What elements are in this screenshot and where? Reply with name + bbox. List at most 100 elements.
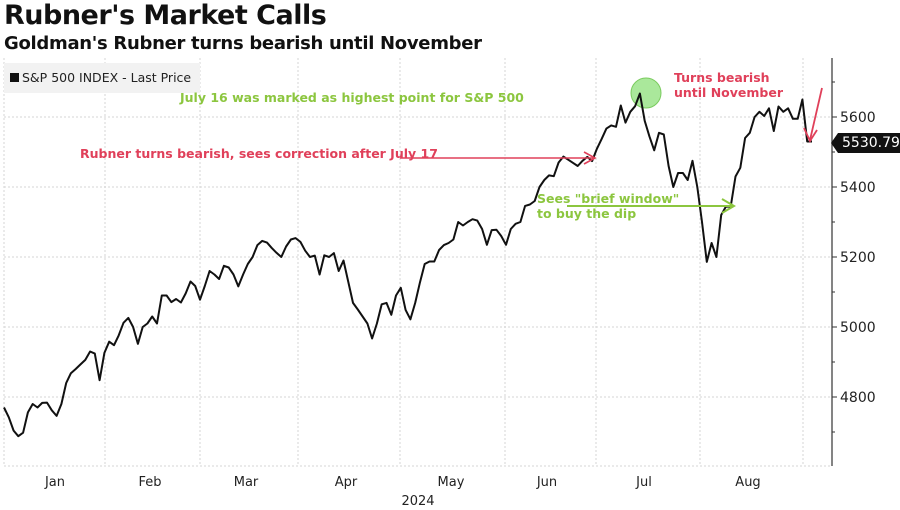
y-tick-label: 5400 bbox=[840, 180, 876, 196]
data-point bbox=[333, 253, 334, 254]
annotation-turns-bearish-1: Turns bearish bbox=[674, 70, 770, 85]
data-point bbox=[788, 108, 789, 109]
data-point bbox=[510, 229, 511, 230]
data-point bbox=[18, 436, 19, 437]
x-tick-label: Jun bbox=[536, 475, 557, 490]
data-point bbox=[243, 274, 244, 275]
data-point bbox=[94, 353, 95, 354]
bearish-arrow-head-icon bbox=[583, 151, 597, 165]
data-point bbox=[204, 286, 205, 287]
data-point bbox=[462, 225, 463, 226]
data-point bbox=[70, 373, 71, 374]
data-point bbox=[32, 404, 33, 405]
data-point bbox=[620, 105, 621, 106]
legend: S&P 500 INDEX - Last Price bbox=[4, 63, 200, 93]
data-point bbox=[262, 240, 263, 241]
data-point bbox=[27, 412, 28, 413]
data-point bbox=[290, 239, 291, 240]
data-point bbox=[113, 345, 114, 346]
data-point bbox=[529, 204, 530, 205]
buy-dip-arrow-head-icon bbox=[721, 198, 736, 214]
data-point bbox=[596, 148, 597, 149]
data-point bbox=[266, 242, 267, 243]
data-point bbox=[56, 415, 57, 416]
data-point bbox=[692, 160, 693, 161]
data-point bbox=[137, 343, 138, 344]
data-point bbox=[214, 274, 215, 275]
data-point bbox=[639, 93, 640, 94]
data-point bbox=[582, 160, 583, 161]
data-point bbox=[592, 161, 593, 162]
data-point bbox=[381, 304, 382, 305]
data-point bbox=[305, 250, 306, 251]
data-point bbox=[778, 106, 779, 107]
data-point bbox=[118, 335, 119, 336]
data-point bbox=[176, 299, 177, 300]
x-tick-label: Mar bbox=[234, 475, 259, 490]
data-point bbox=[128, 317, 129, 318]
data-point bbox=[553, 176, 554, 177]
data-point bbox=[749, 132, 750, 133]
data-point bbox=[659, 132, 660, 133]
data-point bbox=[754, 117, 755, 118]
y-tick-label: 4800 bbox=[840, 390, 876, 406]
data-point bbox=[802, 99, 803, 100]
data-point bbox=[142, 327, 143, 328]
data-point bbox=[85, 359, 86, 360]
data-point bbox=[443, 245, 444, 246]
data-point bbox=[649, 136, 650, 137]
data-point bbox=[133, 327, 134, 328]
data-point bbox=[668, 166, 669, 167]
chart-subtitle: Goldman's Rubner turns bearish until Nov… bbox=[4, 33, 482, 54]
data-point bbox=[8, 417, 9, 418]
y-tick-label: 5600 bbox=[840, 110, 876, 126]
data-point bbox=[324, 255, 325, 256]
data-point bbox=[678, 173, 679, 174]
data-point bbox=[515, 223, 516, 224]
data-point bbox=[673, 187, 674, 188]
data-point bbox=[343, 260, 344, 261]
data-point bbox=[525, 205, 526, 206]
data-point bbox=[472, 219, 473, 220]
data-point bbox=[104, 352, 105, 353]
data-point bbox=[37, 407, 38, 408]
data-point bbox=[807, 141, 808, 142]
data-point bbox=[338, 271, 339, 272]
data-point bbox=[520, 222, 521, 223]
data-point bbox=[773, 131, 774, 132]
data-point bbox=[353, 302, 354, 303]
data-point bbox=[716, 257, 717, 258]
x-tick-label: May bbox=[438, 475, 465, 490]
data-point bbox=[238, 286, 239, 287]
data-point bbox=[147, 323, 148, 324]
data-point bbox=[329, 257, 330, 258]
data-point bbox=[152, 316, 153, 317]
data-point bbox=[759, 111, 760, 112]
data-point bbox=[195, 286, 196, 287]
data-point bbox=[572, 162, 573, 163]
data-point bbox=[764, 115, 765, 116]
data-point bbox=[706, 261, 707, 262]
data-point bbox=[491, 230, 492, 231]
data-point bbox=[386, 302, 387, 303]
data-point bbox=[812, 141, 813, 142]
data-point bbox=[228, 267, 229, 268]
data-point bbox=[439, 250, 440, 251]
data-point bbox=[4, 407, 5, 408]
data-point bbox=[467, 222, 468, 223]
data-point bbox=[286, 246, 287, 247]
y-tick-label: 5000 bbox=[840, 320, 876, 336]
data-point bbox=[792, 118, 793, 119]
data-point bbox=[42, 402, 43, 403]
data-point bbox=[615, 126, 616, 127]
turns-bearish-arrow-line bbox=[809, 87, 823, 141]
data-point bbox=[276, 252, 277, 253]
data-point bbox=[601, 139, 602, 140]
data-point bbox=[61, 404, 62, 405]
data-point bbox=[219, 279, 220, 280]
data-point bbox=[156, 323, 157, 324]
data-point bbox=[506, 244, 507, 245]
data-point bbox=[458, 222, 459, 223]
data-point bbox=[563, 156, 564, 157]
